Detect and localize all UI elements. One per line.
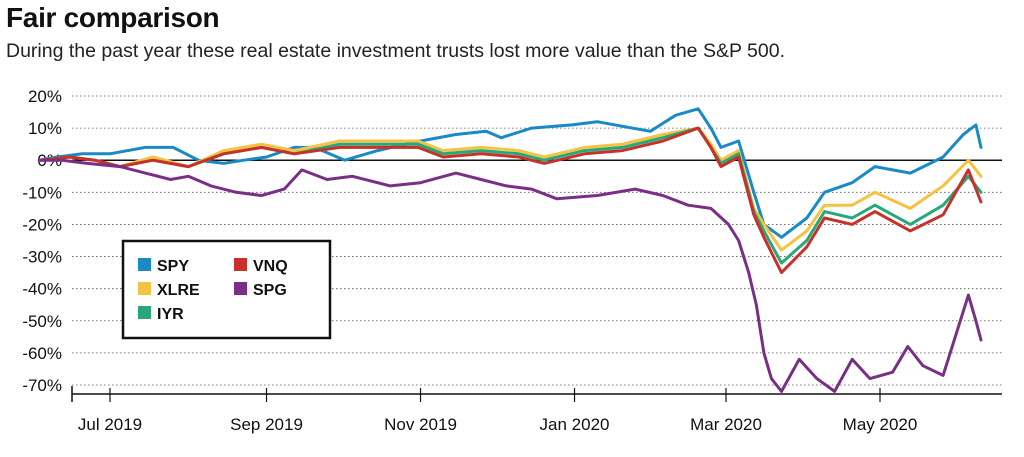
legend-swatch-spg — [234, 282, 247, 295]
chart-title: Fair comparison — [6, 2, 220, 33]
legend-label-iyr: IYR — [157, 306, 184, 323]
series-line-vnq — [37, 126, 983, 275]
y-axis-labels: 20%10%0%-10%-20%-30%-40%-50%-60%-70% — [22, 87, 62, 395]
x-tick-label: Jul 2019 — [78, 415, 142, 434]
legend-swatch-xlre — [138, 282, 151, 295]
y-tick-label: 10% — [28, 119, 62, 138]
y-tick-label: -60% — [22, 344, 62, 363]
series-line-spg — [37, 158, 983, 393]
y-tick-label: -50% — [22, 312, 62, 331]
series-line-xlre — [37, 126, 983, 252]
x-tick-label: Nov 2019 — [384, 415, 457, 434]
chart-subtitle: During the past year these real estate i… — [6, 40, 785, 62]
legend-label-vnq: VNQ — [253, 258, 288, 275]
y-tick-label: -70% — [22, 376, 62, 395]
y-tick-label: -40% — [22, 280, 62, 299]
legend-swatch-spy — [138, 258, 151, 271]
legend-label-spy: SPY — [157, 258, 189, 275]
x-tick-label: May 2020 — [843, 415, 918, 434]
y-tick-label: -10% — [22, 183, 62, 202]
y-tick-label: 20% — [28, 87, 62, 106]
y-tick-label: -20% — [22, 215, 62, 234]
legend-label-xlre: XLRE — [157, 282, 200, 299]
x-tick-label: Sep 2019 — [230, 415, 303, 434]
legend: SPY XLRE IYR VNQ SPG — [121, 239, 332, 340]
series-layer — [37, 107, 983, 393]
legend-label-spg: SPG — [253, 282, 287, 299]
x-tick-label: Mar 2020 — [690, 415, 762, 434]
legend-swatch-vnq — [234, 258, 247, 271]
x-axis: Jul 2019 Sep 2019 Nov 2019 Jan 2020 Mar 2020… — [71, 386, 1002, 434]
x-tick-label: Jan 2020 — [540, 415, 610, 434]
legend-swatch-iyr — [138, 306, 151, 319]
y-tick-label: -30% — [22, 248, 62, 267]
legend-box — [121, 239, 332, 340]
